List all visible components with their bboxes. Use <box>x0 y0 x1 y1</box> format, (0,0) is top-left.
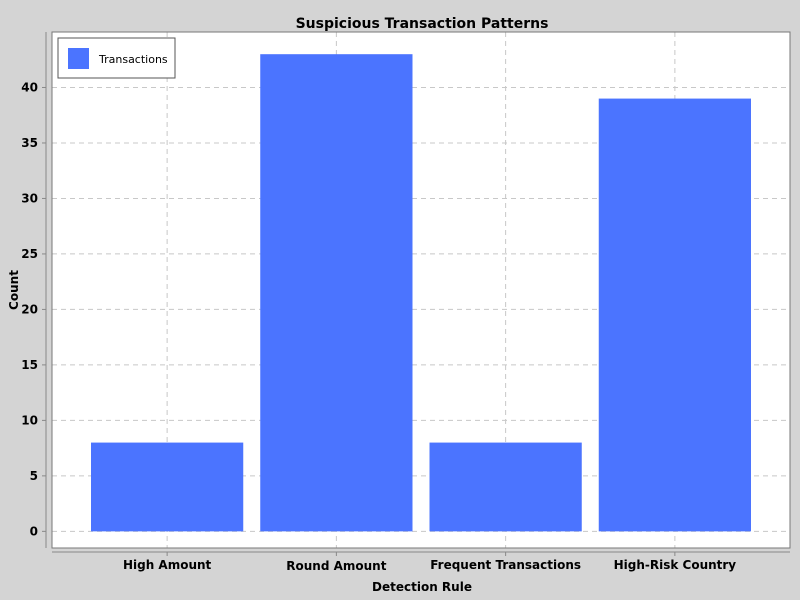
x-tick-labels: High Amount Round Amount Frequent Transact… <box>123 552 736 573</box>
x-tick-label: High Amount <box>123 558 212 572</box>
y-tick-label: 25 <box>21 247 38 261</box>
bar-high-risk-country <box>598 98 751 532</box>
y-axis-label: Count <box>7 270 21 310</box>
y-tick-label: 30 <box>21 191 38 205</box>
bar-frequent-transactions <box>429 442 582 532</box>
x-axis-label: Detection Rule <box>372 580 472 594</box>
y-tick-label: 0 <box>30 524 38 538</box>
x-tick-label: Frequent Transactions <box>430 558 581 572</box>
bars <box>91 54 751 532</box>
x-tick-label: Round Amount <box>286 559 386 573</box>
legend-swatch-transactions <box>68 48 89 69</box>
x-tick-label: High-Risk Country <box>614 558 737 572</box>
legend: Transactions <box>57 37 176 79</box>
y-tick-label: 5 <box>30 469 38 483</box>
y-tick-label: 20 <box>21 302 38 316</box>
y-tick-label: 10 <box>21 413 38 427</box>
chart-title: Suspicious Transaction Patterns <box>296 16 549 32</box>
y-tick-label: 35 <box>21 136 38 150</box>
bar-high-amount <box>91 442 244 532</box>
bar-round-amount <box>260 54 413 532</box>
plot-border <box>51 31 791 549</box>
y-tick-labels: 0 5 10 15 20 25 30 35 40 <box>21 80 46 538</box>
y-tick-label: 40 <box>21 80 38 94</box>
legend-label-transactions: Transactions <box>98 53 168 66</box>
y-tick-label: 15 <box>21 358 38 372</box>
